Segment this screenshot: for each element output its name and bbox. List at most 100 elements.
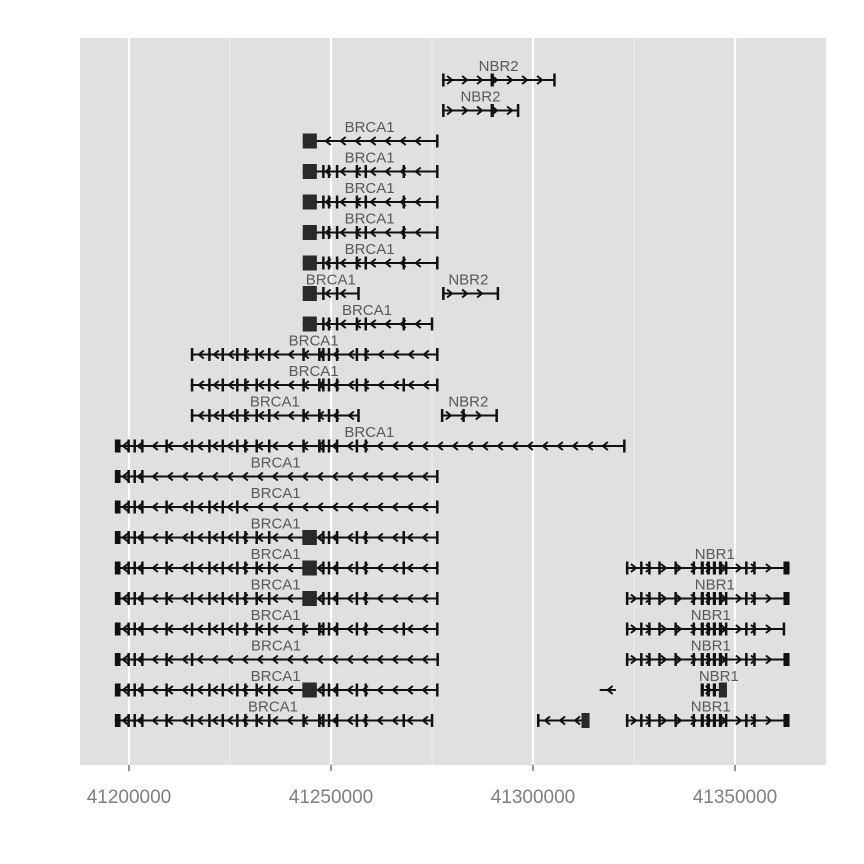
strand-arrow xyxy=(181,532,189,543)
strand-arrow xyxy=(765,624,773,634)
strand-arrow xyxy=(257,349,265,360)
strand-arrow xyxy=(121,685,129,695)
strand-arrow xyxy=(451,441,459,451)
exon xyxy=(165,622,168,636)
strand-arrow xyxy=(675,654,683,665)
strand-arrow xyxy=(377,380,385,390)
exon xyxy=(322,195,325,209)
exon xyxy=(648,561,651,575)
exon xyxy=(658,561,661,575)
exon xyxy=(327,165,331,178)
strand-arrow xyxy=(630,563,638,573)
exon xyxy=(327,226,331,239)
exon xyxy=(355,439,359,453)
gene-label: NBR1 xyxy=(695,546,735,563)
exon xyxy=(322,317,325,331)
strand-arrow xyxy=(406,563,414,573)
exon xyxy=(436,378,439,392)
exon xyxy=(318,348,321,361)
exon xyxy=(302,255,317,271)
strand-arrow xyxy=(256,654,264,665)
exon xyxy=(133,531,136,544)
strand-arrow xyxy=(406,471,414,482)
exon xyxy=(783,714,790,727)
exon xyxy=(355,683,359,697)
strand-arrow xyxy=(391,441,399,451)
strand-arrow xyxy=(151,563,159,573)
exon xyxy=(133,714,136,727)
strand-arrow xyxy=(242,410,250,421)
strand-arrow xyxy=(506,75,514,85)
exon xyxy=(322,531,325,544)
exon xyxy=(364,317,368,331)
exon xyxy=(244,439,247,453)
gene-label: NBR2 xyxy=(460,89,500,106)
exon xyxy=(640,592,643,605)
strand-arrow xyxy=(196,685,204,695)
exon xyxy=(190,378,194,392)
exon xyxy=(127,683,130,697)
exon xyxy=(165,653,168,666)
strand-arrow xyxy=(391,563,399,573)
strand-arrow xyxy=(406,593,414,604)
strand-arrow xyxy=(369,258,377,268)
strand-arrow xyxy=(384,197,392,207)
exon xyxy=(640,653,643,666)
exon xyxy=(322,683,325,697)
strand-arrow xyxy=(446,105,454,116)
exon xyxy=(114,714,121,727)
exon xyxy=(133,561,136,575)
strand-arrow xyxy=(391,654,399,665)
strand-arrow xyxy=(181,441,189,451)
strand-arrow xyxy=(211,441,219,451)
exon xyxy=(267,561,271,575)
track-row xyxy=(114,653,790,666)
strand-arrow xyxy=(407,349,415,360)
strand-arrow xyxy=(421,654,429,665)
exon xyxy=(255,561,258,575)
strand-arrow xyxy=(121,502,129,512)
track-row xyxy=(302,255,439,271)
exon xyxy=(442,73,445,87)
strand-arrow xyxy=(384,227,392,238)
exon xyxy=(335,592,339,605)
exon xyxy=(335,226,339,239)
transcript-tracks xyxy=(114,73,790,728)
exon xyxy=(133,653,136,666)
strand-arrow xyxy=(392,380,400,390)
strand-arrow xyxy=(362,349,370,360)
strand-arrow xyxy=(556,441,564,451)
exon xyxy=(436,195,439,209)
strand-arrow xyxy=(475,410,483,421)
strand-arrow xyxy=(354,136,362,146)
exon xyxy=(335,683,339,697)
strand-arrow xyxy=(421,593,429,604)
strand-arrow xyxy=(750,593,758,604)
strand-arrow xyxy=(271,441,279,451)
exon xyxy=(127,622,130,636)
strand-arrow xyxy=(361,654,369,665)
strand-arrow xyxy=(286,502,294,512)
strand-arrow xyxy=(347,380,355,390)
track-row xyxy=(190,348,439,361)
strand-arrow xyxy=(414,166,422,177)
strand-arrow xyxy=(406,502,414,512)
exon xyxy=(402,622,406,636)
exon xyxy=(322,714,325,727)
track-row xyxy=(114,560,790,576)
gene-label: BRCA1 xyxy=(251,485,301,502)
exon xyxy=(436,470,439,483)
exon xyxy=(302,316,317,332)
exon xyxy=(208,348,211,361)
exon xyxy=(133,683,136,697)
exon xyxy=(745,622,748,636)
strand-arrow xyxy=(151,471,159,482)
exon xyxy=(255,348,258,361)
exon xyxy=(753,653,756,666)
exon xyxy=(402,165,406,178)
exon xyxy=(516,104,520,117)
strand-arrow xyxy=(660,593,668,604)
strand-arrow xyxy=(347,410,355,421)
strand-arrow xyxy=(212,410,220,421)
exon xyxy=(127,531,130,544)
